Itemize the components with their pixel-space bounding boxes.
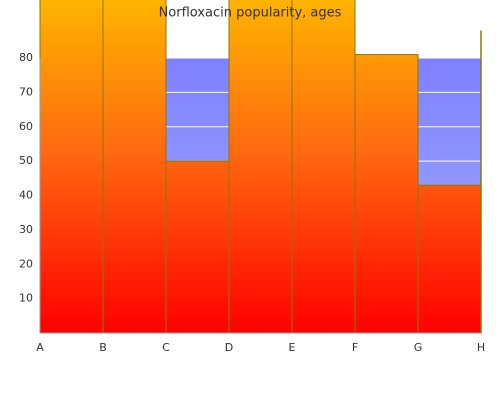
area-step — [165, 160, 230, 334]
area-step — [417, 184, 482, 334]
x-tick-label: B — [99, 341, 107, 354]
area-step — [39, 0, 104, 334]
y-tick-label: 70 — [19, 85, 33, 98]
y-tick-label: 30 — [19, 223, 33, 236]
y-tick-label: 60 — [19, 120, 33, 133]
area-step — [102, 0, 167, 334]
x-tick-label: H — [477, 341, 485, 354]
x-tick-label: G — [414, 341, 423, 354]
y-tick-label: 80 — [19, 51, 33, 64]
x-tick-label: E — [289, 341, 296, 354]
chart-title: Norfloxacin popularity, ages — [159, 6, 342, 21]
x-tick-label: F — [352, 341, 358, 354]
area-step — [354, 54, 419, 334]
y-tick-label: 40 — [19, 189, 33, 202]
area-step — [228, 0, 293, 334]
y-tick-label: 20 — [19, 257, 33, 270]
x-tick-label: D — [225, 341, 233, 354]
plot-area — [39, 0, 482, 334]
x-tick-label: C — [162, 341, 170, 354]
x-tick-label: A — [36, 341, 44, 354]
y-tick-label: 50 — [19, 154, 33, 167]
y-tick-label: 10 — [19, 292, 33, 305]
area-step — [291, 0, 356, 334]
